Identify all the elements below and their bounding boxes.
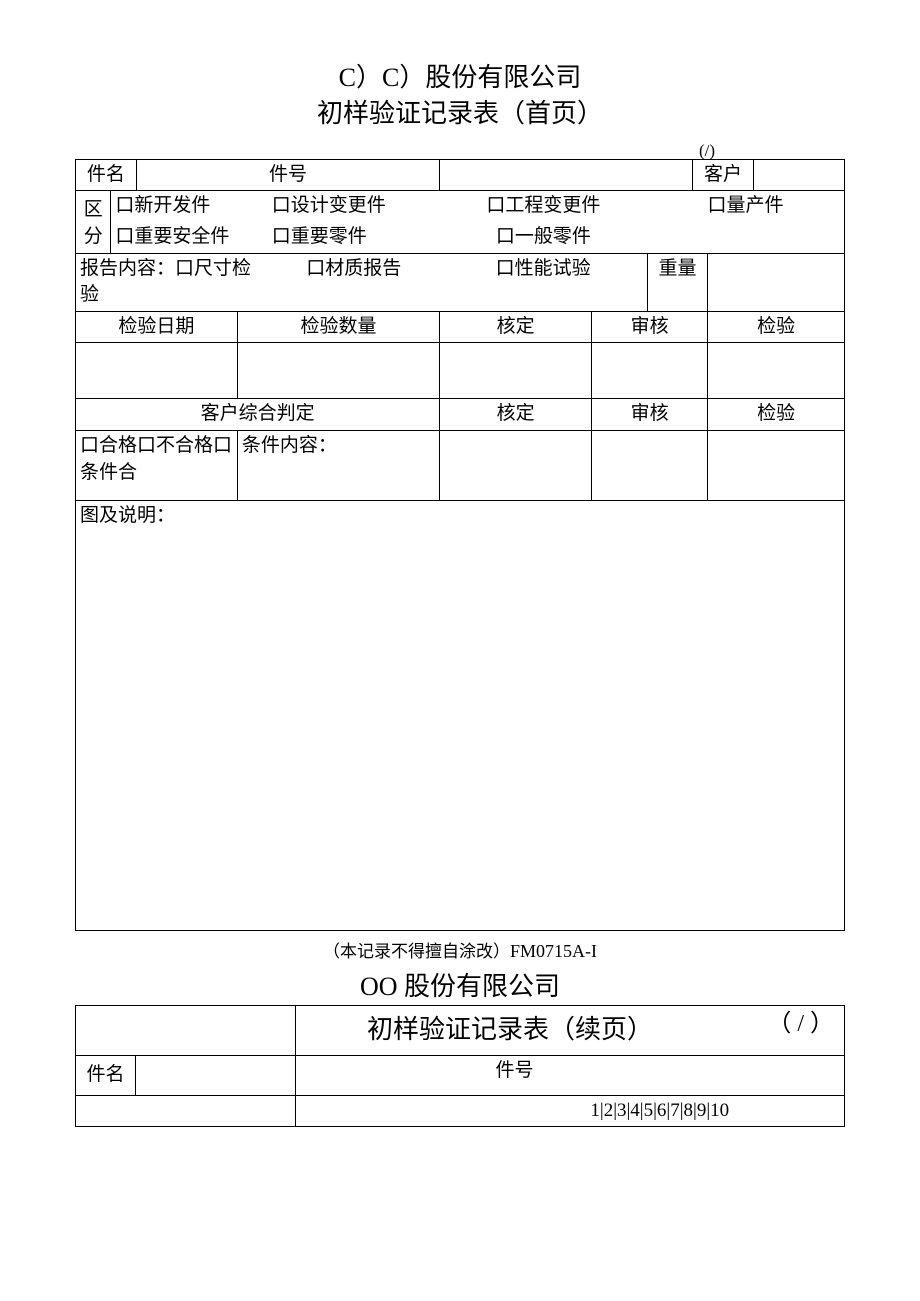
diagram-description: 图及说明： — [76, 500, 845, 930]
cat-new-dev: 口新开发件 — [111, 191, 268, 222]
insp-inspect-value — [708, 343, 845, 399]
cat-design-change: 口设计变更件 — [268, 191, 440, 222]
cust-review-value — [591, 430, 707, 500]
weight-label: 重量 — [647, 253, 708, 311]
cont-part-name-label: 件名 — [76, 1055, 136, 1095]
insp-approve-label: 核定 — [440, 311, 592, 343]
cont-part-name-value — [135, 1055, 295, 1095]
insp-date-value — [76, 343, 238, 399]
continuation-subtitle: 初样验证记录表（续页） — [295, 1005, 725, 1055]
continuation-blank-left — [76, 1005, 296, 1055]
part-name-label: 件名 — [76, 159, 137, 191]
cust-review-label: 审核 — [591, 399, 707, 431]
continuation-table: 初样验证记录表（续页） （ / ） 件名 件号 1|2|3|4|5|6|7|8|… — [75, 1005, 845, 1127]
cust-inspect-value — [708, 430, 845, 500]
insp-qty-label: 检验数量 — [237, 311, 439, 343]
cust-approve-label: 核定 — [440, 399, 592, 431]
page-marker: (/) — [75, 141, 845, 161]
report-prefix: 报告内容：口尺寸检验 — [76, 253, 268, 311]
part-no-label: 件号 — [136, 159, 440, 191]
judge-options: 口合格口不合格口条件合 — [76, 430, 238, 500]
cat-mass-prod: 口量产件 — [647, 191, 844, 222]
form-title: 初样验证记录表（首页） — [75, 96, 845, 132]
cust-judge-label: 客户综合判定 — [76, 399, 440, 431]
cust-approve-value — [440, 430, 592, 500]
report-material: 口材质报告 — [268, 253, 440, 311]
cat-general: 口一般零件 — [440, 222, 647, 253]
insp-qty-value — [237, 343, 439, 399]
footnote-form-no: FM0715A-I — [510, 941, 597, 961]
weight-value — [708, 253, 845, 311]
company-name: C）C）股份有限公司 — [75, 60, 845, 96]
continuation-page-marker: （ / ） — [725, 1005, 845, 1055]
footnote-note: （本记录不得擅自涂改） — [323, 942, 510, 961]
customer-value — [753, 159, 844, 191]
insp-approve-value — [440, 343, 592, 399]
page-title-block: C）C）股份有限公司 初样验证记录表（首页） — [75, 60, 845, 133]
insp-inspect-label: 检验 — [708, 311, 845, 343]
cont-digits: 1|2|3|4|5|6|7|8|9|10 — [295, 1095, 844, 1127]
customer-label: 客户 — [693, 159, 754, 191]
cat-important: 口重要零件 — [268, 222, 440, 253]
category-label: 区分 — [76, 191, 111, 253]
section2-company: OO 股份有限公司 — [75, 966, 845, 1003]
cat-safety: 口重要安全件 — [111, 222, 268, 253]
main-form-table: 件名 件号 客户 区分 口新开发件 口设计变更件 口工程变更件 口量产件 口重要… — [75, 159, 845, 931]
footnote: （本记录不得擅自涂改）FM0715A-I — [75, 937, 845, 962]
cont-digits-left — [76, 1095, 296, 1127]
cont-part-no-label: 件号 — [295, 1055, 844, 1095]
part-no-value — [440, 159, 693, 191]
cat-eng-change: 口工程变更件 — [440, 191, 647, 222]
insp-review-label: 审核 — [591, 311, 707, 343]
insp-date-label: 检验日期 — [76, 311, 238, 343]
cust-inspect-label: 检验 — [708, 399, 845, 431]
insp-review-value — [591, 343, 707, 399]
judge-condition: 条件内容： — [237, 430, 439, 500]
cat-blank — [647, 222, 844, 253]
report-performance: 口性能试验 — [440, 253, 647, 311]
